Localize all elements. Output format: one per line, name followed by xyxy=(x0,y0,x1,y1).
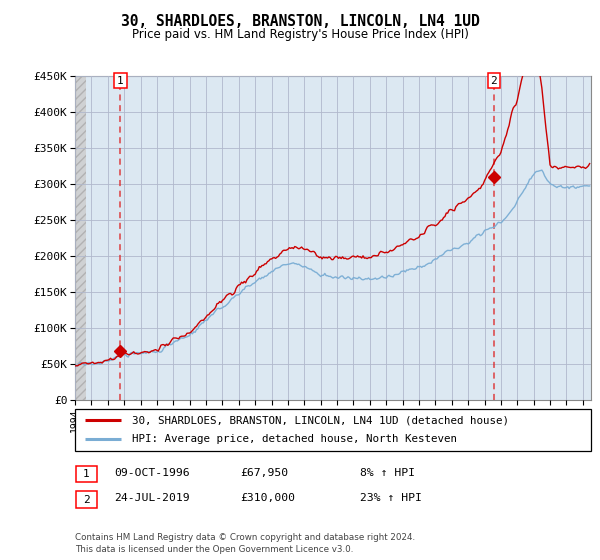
Text: 30, SHARDLOES, BRANSTON, LINCOLN, LN4 1UD: 30, SHARDLOES, BRANSTON, LINCOLN, LN4 1U… xyxy=(121,14,479,29)
Text: 23% ↑ HPI: 23% ↑ HPI xyxy=(360,493,422,503)
FancyBboxPatch shape xyxy=(75,409,591,451)
Bar xyxy=(75,76,86,400)
Text: £310,000: £310,000 xyxy=(240,493,295,503)
Text: 2: 2 xyxy=(83,494,90,505)
Text: 2: 2 xyxy=(490,76,497,86)
Text: 09-OCT-1996: 09-OCT-1996 xyxy=(114,468,190,478)
FancyBboxPatch shape xyxy=(76,492,97,507)
FancyBboxPatch shape xyxy=(76,466,97,482)
Text: HPI: Average price, detached house, North Kesteven: HPI: Average price, detached house, Nort… xyxy=(132,435,457,445)
Text: Contains HM Land Registry data © Crown copyright and database right 2024.: Contains HM Land Registry data © Crown c… xyxy=(75,533,415,542)
Text: 8% ↑ HPI: 8% ↑ HPI xyxy=(360,468,415,478)
Text: This data is licensed under the Open Government Licence v3.0.: This data is licensed under the Open Gov… xyxy=(75,545,353,554)
Text: 30, SHARDLOES, BRANSTON, LINCOLN, LN4 1UD (detached house): 30, SHARDLOES, BRANSTON, LINCOLN, LN4 1U… xyxy=(132,415,509,425)
Text: Price paid vs. HM Land Registry's House Price Index (HPI): Price paid vs. HM Land Registry's House … xyxy=(131,28,469,41)
Text: £67,950: £67,950 xyxy=(240,468,288,478)
Text: 1: 1 xyxy=(117,76,124,86)
Text: 1: 1 xyxy=(83,469,90,479)
Text: 24-JUL-2019: 24-JUL-2019 xyxy=(114,493,190,503)
